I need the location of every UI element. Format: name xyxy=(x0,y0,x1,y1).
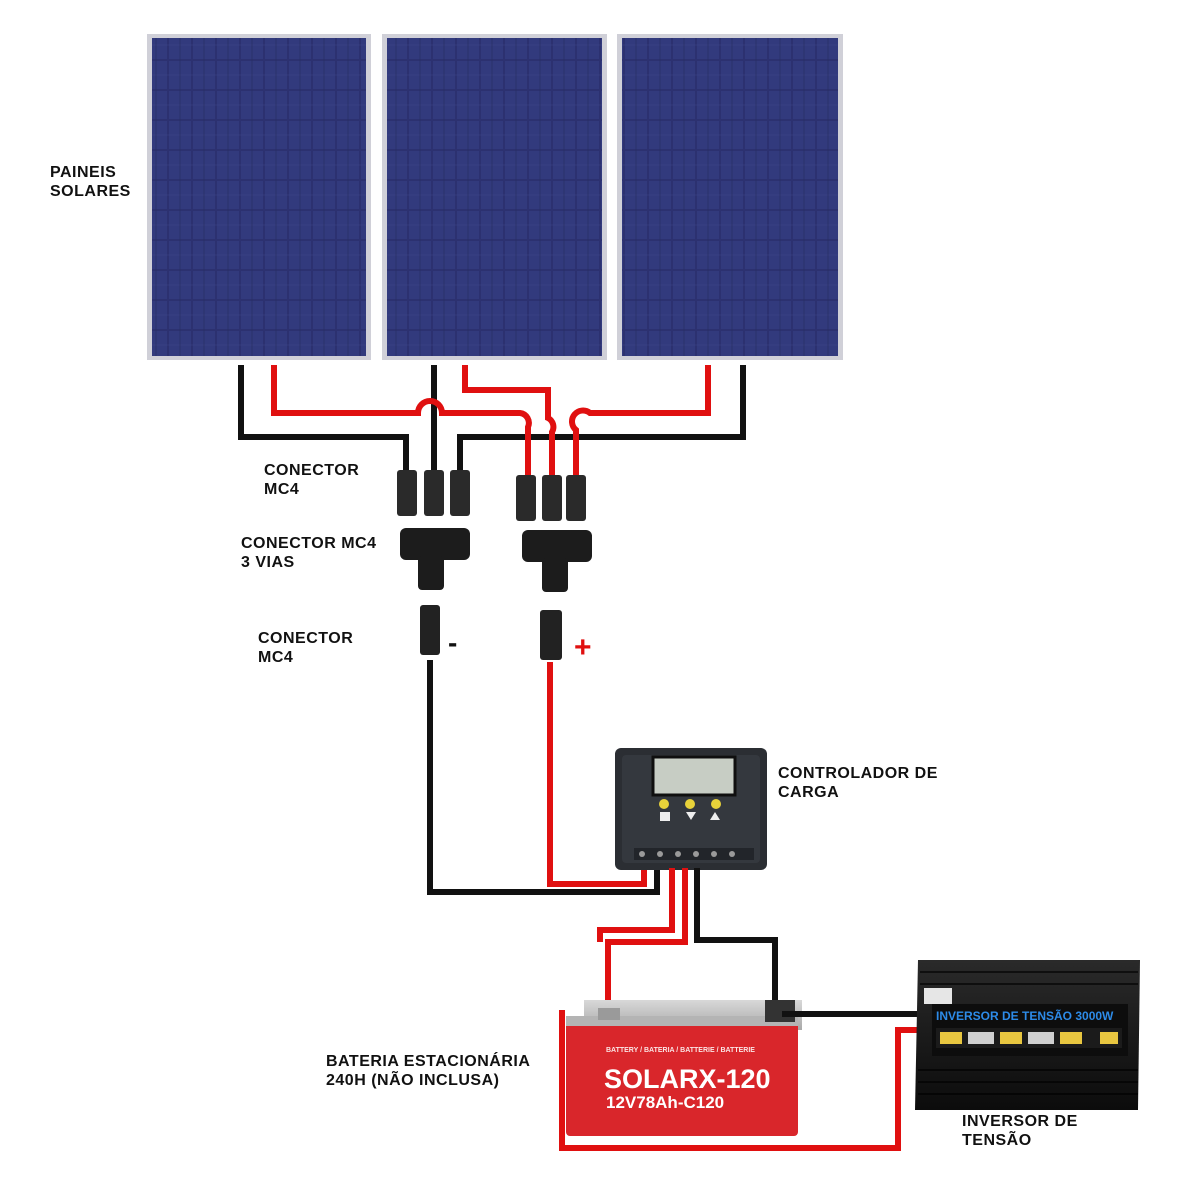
label-connector-3-way-line2: 3 VIAS xyxy=(241,554,295,571)
label-solar-panels-line1: PAINEIS xyxy=(50,164,117,181)
controller-lcd xyxy=(651,755,737,797)
mc4-branch-positive xyxy=(522,530,592,592)
positive-sign: + xyxy=(574,631,592,664)
label-solar-panels-line2: SOLARES xyxy=(50,183,131,200)
label-connector-bottom: CONECTOR MC4 xyxy=(258,629,353,667)
label-connector-top: CONECTOR MC4 xyxy=(264,461,359,499)
label-battery-line1: BATERIA ESTACIONÁRIA xyxy=(326,1053,531,1070)
solar-panel-3 xyxy=(617,34,843,360)
battery-top-line: BATTERY / BATERIA / BATTERIE / BATTERIE xyxy=(606,1047,755,1054)
mc4-connectors-positive xyxy=(516,475,586,521)
solar-panel-2 xyxy=(382,34,607,360)
controller-button-1 xyxy=(659,799,669,809)
controller-button-2 xyxy=(685,799,695,809)
battery-spec: 12V78Ah-C120 xyxy=(606,1093,724,1112)
negative-wires xyxy=(238,365,746,470)
battery-wires xyxy=(597,868,778,1010)
inverter-wires xyxy=(559,1010,922,1151)
label-connector-bottom-line1: CONECTOR xyxy=(258,630,354,647)
label-inverter-line1: INVERSOR DE xyxy=(962,1113,1078,1130)
battery: BATTERY / BATERIA / BATTERIE / BATTERIE … xyxy=(566,1000,802,1136)
controller-input-wires xyxy=(427,660,660,895)
label-charge-controller-line1: CONTROLADOR DE xyxy=(778,765,938,782)
label-battery-line2: 240H (NÃO INCLUSA) xyxy=(326,1072,500,1089)
positive-wires xyxy=(271,365,711,475)
label-connector-3-way-line1: CONECTOR MC4 xyxy=(241,535,377,552)
controller-button-3 xyxy=(711,799,721,809)
label-connector-top-line2: MC4 xyxy=(264,481,300,498)
label-charge-controller: CONTROLADOR DE CARGA xyxy=(778,764,938,802)
mc4-branch-negative xyxy=(400,528,470,590)
label-connector-top-line1: CONECTOR xyxy=(264,462,360,479)
label-battery: BATERIA ESTACIONÁRIA 240H (NÃO INCLUSA) xyxy=(326,1052,530,1090)
charge-controller xyxy=(615,748,767,870)
inverter-title: INVERSOR DE TENSÃO 3000W xyxy=(936,1008,1114,1023)
label-connector-bottom-line2: MC4 xyxy=(258,649,294,666)
negative-sign: - xyxy=(448,627,457,658)
label-inverter: INVERSOR DE TENSÃO xyxy=(962,1112,1078,1150)
solar-panel-1 xyxy=(147,34,371,360)
label-inverter-line2: TENSÃO xyxy=(962,1132,1032,1149)
mc4-connectors-negative xyxy=(397,470,470,516)
solar-panels xyxy=(147,34,843,360)
mc4-single-positive xyxy=(540,610,562,660)
inverter: INVERSOR DE TENSÃO 3000W xyxy=(915,960,1140,1110)
label-solar-panels: PAINEIS SOLARES xyxy=(50,163,131,201)
mc4-single-negative xyxy=(420,605,440,655)
label-connector-3-way: CONECTOR MC4 3 VIAS xyxy=(241,534,377,572)
label-charge-controller-line2: CARGA xyxy=(778,784,840,801)
battery-brand: SOLARX-120 xyxy=(604,1064,771,1094)
